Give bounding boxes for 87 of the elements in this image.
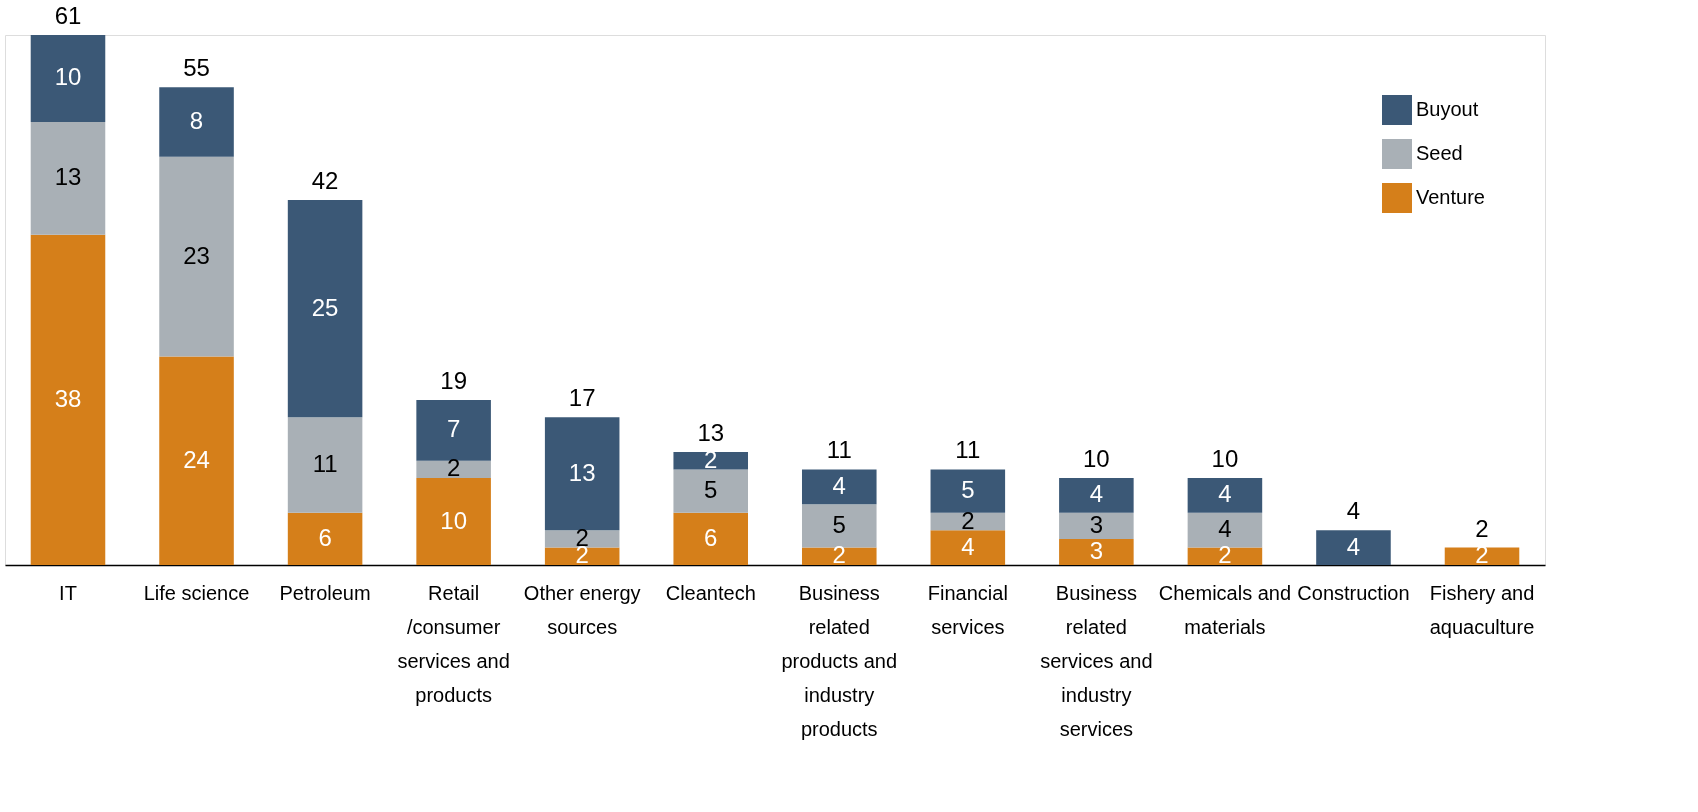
data-label: 2 bbox=[1218, 541, 1232, 569]
total-label: 61 bbox=[54, 2, 82, 29]
bar bbox=[1187, 478, 1263, 513]
bar bbox=[287, 200, 363, 418]
bar bbox=[159, 156, 234, 357]
bar bbox=[1444, 547, 1520, 565]
x-tick-label: Retail /consumer services and products bbox=[397, 581, 510, 706]
total-label: 19 bbox=[440, 366, 467, 394]
data-label: 5 bbox=[961, 476, 975, 504]
data-label: 23 bbox=[183, 241, 210, 269]
data-label: 4 bbox=[832, 471, 846, 499]
bar bbox=[1059, 512, 1134, 539]
bar bbox=[673, 452, 749, 470]
data-label: 11 bbox=[312, 450, 338, 478]
data-label: 13 bbox=[54, 163, 82, 191]
bar bbox=[1059, 538, 1134, 565]
x-tick-label: Life science bbox=[143, 581, 250, 604]
data-label: 2 bbox=[961, 506, 975, 534]
data-label: 4 bbox=[961, 532, 975, 560]
bar bbox=[1059, 478, 1134, 513]
bar bbox=[801, 504, 877, 548]
data-label: 10 bbox=[54, 63, 82, 91]
legend-label: Buyout bbox=[1416, 98, 1479, 120]
x-tick-label: Fishery and aquaculture bbox=[1429, 581, 1535, 638]
bar bbox=[287, 417, 363, 513]
bar bbox=[801, 547, 877, 565]
x-tick-label: Construction bbox=[1297, 581, 1410, 604]
data-label: 8 bbox=[189, 106, 204, 134]
bar bbox=[416, 478, 491, 565]
data-label: 2 bbox=[832, 541, 846, 569]
legend-label: Seed bbox=[1416, 142, 1463, 164]
bar bbox=[544, 547, 620, 565]
data-label: 10 bbox=[440, 506, 467, 534]
data-label: 6 bbox=[318, 523, 332, 551]
data-label: 7 bbox=[446, 415, 461, 443]
data-label: 4 bbox=[1218, 480, 1232, 508]
total-label: 10 bbox=[1083, 445, 1110, 473]
bar bbox=[930, 530, 1006, 565]
data-label: 4 bbox=[1218, 515, 1232, 543]
bar bbox=[287, 512, 363, 565]
bar bbox=[159, 87, 234, 157]
total-label: 11 bbox=[826, 436, 852, 464]
data-label: 38 bbox=[54, 384, 82, 412]
bar bbox=[801, 469, 877, 505]
bar bbox=[544, 417, 620, 531]
data-label: 5 bbox=[704, 476, 718, 504]
x-tick-label: IT bbox=[59, 581, 77, 604]
bar bbox=[544, 530, 620, 548]
x-tick-label: Business related products and industry products bbox=[781, 581, 898, 740]
bar bbox=[1187, 547, 1263, 565]
x-tick-label: Financial services bbox=[927, 581, 1008, 638]
data-label: 2 bbox=[446, 454, 461, 482]
data-label: 4 bbox=[1089, 480, 1104, 508]
x-tick-label: Business related services and industry services bbox=[1040, 581, 1153, 740]
bar bbox=[30, 234, 106, 565]
x-tick-label: Chemicals and materials bbox=[1158, 581, 1292, 638]
total-label: 42 bbox=[311, 167, 339, 195]
bar bbox=[930, 469, 1006, 513]
total-label: 55 bbox=[183, 54, 210, 82]
bar bbox=[673, 469, 749, 513]
data-label: 4 bbox=[1346, 532, 1361, 560]
bar bbox=[673, 512, 749, 565]
data-label: 24 bbox=[183, 445, 210, 473]
total-label: 13 bbox=[697, 419, 725, 447]
data-label: 3 bbox=[1089, 536, 1104, 564]
total-label: 4 bbox=[1346, 497, 1361, 525]
bar bbox=[416, 399, 491, 461]
total-label: 11 bbox=[955, 436, 981, 464]
bar bbox=[1187, 512, 1263, 548]
total-label: 17 bbox=[568, 384, 596, 412]
bar bbox=[30, 121, 106, 235]
bar bbox=[1316, 530, 1391, 565]
data-label: 6 bbox=[704, 523, 718, 551]
bar bbox=[30, 35, 106, 122]
data-label: 5 bbox=[832, 510, 846, 538]
data-label: 3 bbox=[1089, 510, 1104, 538]
x-tick-label: Cleantech bbox=[665, 581, 756, 604]
data-label: 13 bbox=[568, 458, 596, 486]
x-tick-label: Petroleum bbox=[279, 581, 371, 604]
bar bbox=[416, 460, 491, 479]
legend-label: Venture bbox=[1416, 186, 1485, 208]
x-tick-label: Other energy sources bbox=[523, 581, 641, 638]
total-label: 2 bbox=[1475, 514, 1489, 542]
total-label: 10 bbox=[1211, 445, 1239, 473]
bar bbox=[159, 356, 234, 565]
data-label: 25 bbox=[311, 293, 339, 321]
bar bbox=[930, 512, 1006, 531]
